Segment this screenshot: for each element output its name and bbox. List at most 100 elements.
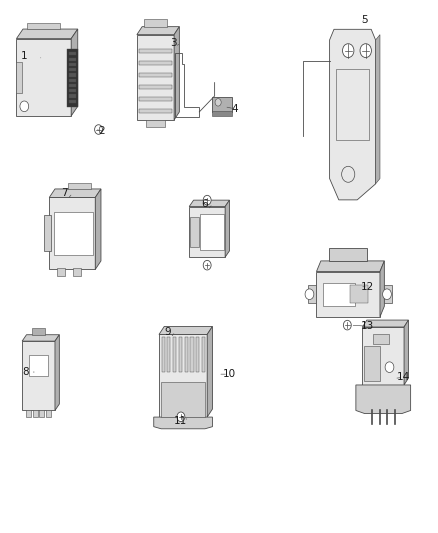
Circle shape [20, 101, 29, 112]
Bar [362, 327, 404, 385]
Bar [336, 69, 369, 140]
Bar [44, 215, 51, 252]
Bar [54, 212, 93, 255]
Bar [385, 285, 392, 303]
Bar [32, 410, 38, 417]
Circle shape [215, 99, 221, 106]
Bar [146, 120, 165, 127]
Text: 14: 14 [397, 373, 410, 382]
Bar [162, 337, 165, 372]
Bar [69, 84, 75, 87]
Bar [29, 355, 48, 376]
Polygon shape [159, 326, 212, 335]
Text: 1: 1 [21, 51, 28, 61]
Bar [185, 337, 188, 372]
Polygon shape [356, 385, 411, 414]
Bar [46, 410, 51, 417]
Bar [161, 382, 205, 417]
Bar [329, 247, 367, 261]
Polygon shape [207, 326, 212, 417]
Polygon shape [95, 189, 101, 269]
Bar [138, 73, 173, 77]
Bar [316, 271, 380, 317]
Bar [49, 197, 95, 269]
Bar [200, 214, 223, 249]
Bar [138, 61, 173, 66]
Polygon shape [137, 27, 180, 35]
Text: 9: 9 [164, 327, 171, 336]
Bar [17, 62, 21, 93]
Text: 4: 4 [231, 104, 238, 114]
Text: 8: 8 [22, 367, 29, 377]
Bar [138, 97, 173, 101]
Circle shape [203, 195, 211, 205]
Text: 2: 2 [99, 126, 106, 135]
Polygon shape [380, 261, 385, 317]
Bar [69, 89, 75, 92]
Circle shape [203, 260, 211, 270]
Bar [69, 78, 75, 82]
Bar [179, 337, 182, 372]
Polygon shape [174, 27, 180, 120]
Bar [69, 68, 75, 71]
Bar [74, 268, 81, 276]
Bar [212, 111, 232, 116]
Bar [69, 58, 75, 61]
Polygon shape [316, 261, 385, 271]
Polygon shape [376, 35, 380, 184]
Bar [307, 285, 315, 303]
Bar [173, 337, 176, 372]
Polygon shape [154, 417, 212, 429]
Bar [144, 19, 166, 27]
Bar [57, 268, 65, 276]
Bar [17, 39, 71, 116]
Polygon shape [71, 29, 78, 116]
Bar [69, 52, 75, 55]
Bar [190, 217, 199, 247]
Bar [137, 35, 174, 120]
Bar [69, 100, 75, 103]
Text: 3: 3 [170, 38, 177, 47]
Text: 12: 12 [361, 282, 374, 292]
Polygon shape [55, 335, 60, 410]
Polygon shape [362, 320, 408, 327]
Circle shape [305, 289, 314, 300]
Bar [138, 49, 173, 53]
Bar [138, 109, 173, 113]
Polygon shape [330, 29, 376, 200]
Circle shape [383, 289, 392, 300]
Bar [22, 341, 55, 410]
Circle shape [343, 320, 351, 330]
Text: 7: 7 [61, 188, 68, 198]
Bar [69, 74, 75, 77]
Polygon shape [17, 29, 78, 39]
Text: 10: 10 [223, 369, 236, 379]
Bar [364, 346, 380, 381]
Bar [167, 337, 170, 372]
Polygon shape [189, 200, 230, 207]
Bar [373, 334, 389, 344]
Bar [27, 22, 60, 29]
Bar [32, 328, 45, 335]
Bar [26, 410, 32, 417]
Bar [69, 63, 75, 66]
Bar [69, 94, 75, 98]
Bar [138, 85, 173, 89]
Text: 13: 13 [361, 321, 374, 331]
Text: 11: 11 [174, 416, 187, 426]
Text: 5: 5 [361, 15, 368, 25]
Bar [189, 207, 225, 257]
Circle shape [360, 44, 371, 58]
Bar [350, 285, 368, 303]
Polygon shape [404, 320, 408, 385]
Bar [212, 97, 232, 112]
Polygon shape [22, 335, 60, 341]
Text: 6: 6 [201, 199, 208, 208]
Polygon shape [49, 189, 101, 197]
Bar [202, 337, 205, 372]
Circle shape [385, 362, 394, 373]
Bar [39, 410, 45, 417]
Bar [159, 335, 207, 417]
Bar [67, 182, 91, 189]
Circle shape [343, 44, 354, 58]
